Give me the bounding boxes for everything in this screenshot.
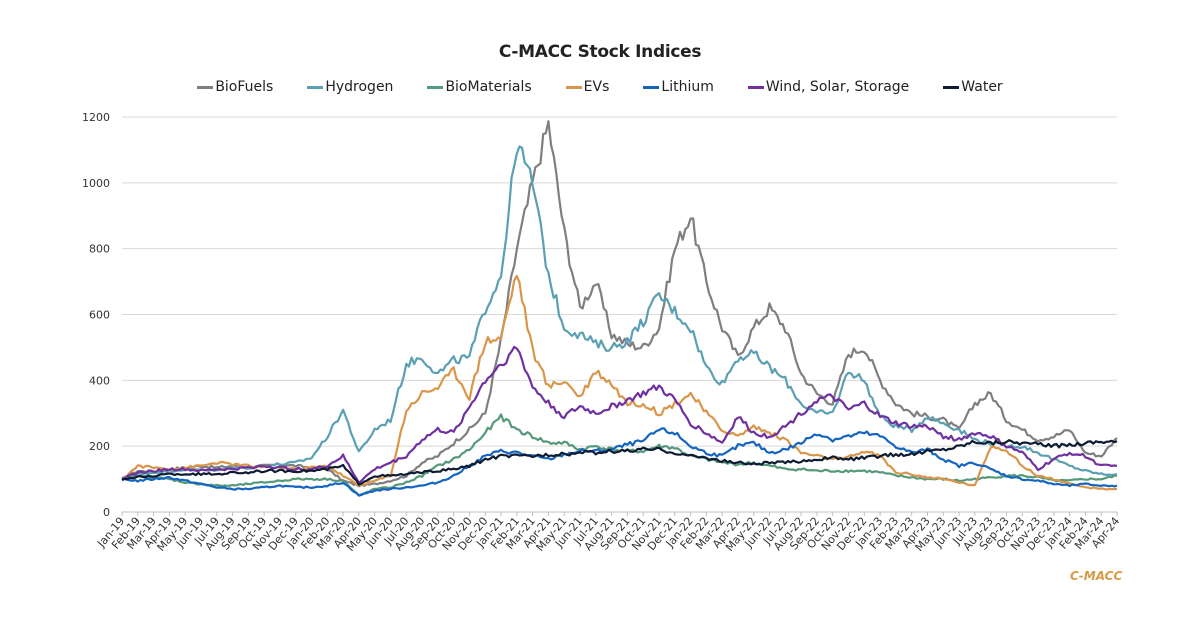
legend-item: Hydrogen	[307, 79, 393, 95]
series-line-biomaterials	[121, 413, 1118, 497]
series-line-water	[121, 439, 1118, 486]
legend-label: Lithium	[661, 79, 714, 95]
legend: BioFuels Hydrogen BioMaterials EVs Lithium Wi…	[0, 79, 1200, 95]
y-tick-label: 200	[89, 440, 110, 453]
series-line-biofuels	[121, 120, 1118, 488]
series-line-wind-solar-storage	[121, 345, 1118, 484]
legend-swatch	[943, 85, 960, 89]
legend-swatch	[643, 85, 660, 89]
legend-item: Water	[943, 79, 1003, 95]
legend-item: BioMaterials	[427, 79, 532, 95]
legend-label: BioMaterials	[445, 79, 532, 95]
series-line-hydrogen	[121, 145, 1118, 480]
legend-swatch	[747, 85, 764, 89]
series-line-evs	[121, 274, 1117, 491]
y-tick-label: 600	[89, 309, 110, 322]
legend-swatch	[197, 85, 214, 89]
y-tick-label: 400	[89, 374, 110, 387]
legend-swatch	[565, 85, 582, 89]
legend-label: BioFuels	[215, 79, 274, 95]
legend-label: Hydrogen	[325, 79, 394, 95]
legend-swatch	[427, 85, 444, 89]
legend-label: Wind, Solar, Storage	[765, 79, 910, 95]
y-tick-label: 1000	[82, 177, 110, 190]
legend-item: Wind, Solar, Storage	[747, 79, 910, 95]
brand-watermark: C-MACC	[1070, 569, 1123, 583]
legend-item: Lithium	[643, 79, 714, 95]
series-line-lithium	[121, 427, 1118, 497]
chart-title: C-MACC Stock Indices	[498, 42, 702, 62]
legend-label: Water	[961, 79, 1003, 95]
legend-label: EVs	[583, 79, 610, 95]
legend-item: BioFuels	[197, 79, 273, 95]
legend-item: EVs	[565, 79, 610, 95]
y-tick-label: 1200	[82, 111, 110, 124]
y-tick-label: 0	[103, 506, 110, 519]
legend-swatch	[307, 85, 324, 89]
y-tick-label: 800	[89, 243, 110, 256]
